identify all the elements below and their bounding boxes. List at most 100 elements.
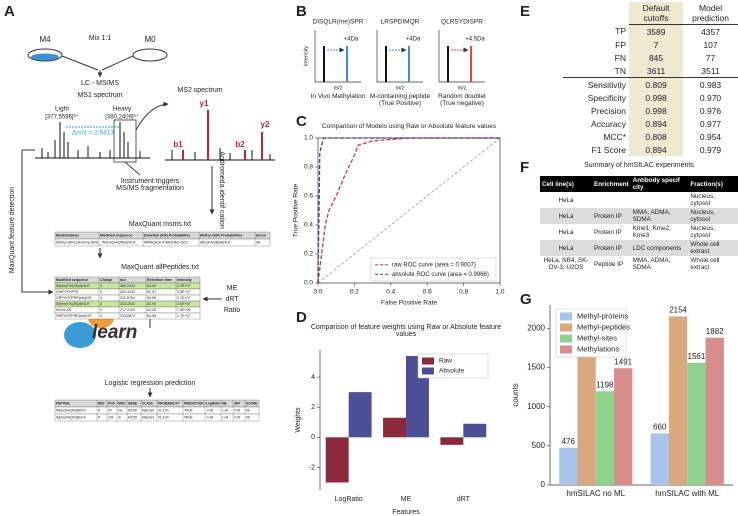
table-row: MCC* 0.808 0.954 [563, 130, 738, 143]
table-cell: di [118, 415, 121, 419]
table-cell: HeLa, NB4, SK-OV-3, U2OS [543, 257, 589, 271]
table-cell: 64.58 [147, 296, 156, 300]
table-cell: LDC components [632, 244, 682, 252]
table-row: TP 3589 4357 [563, 24, 738, 38]
y-tick-label: 4 [311, 374, 315, 381]
table-cell: 64.58 [147, 314, 156, 318]
bar [650, 433, 669, 485]
y-tick-label: 1.0 [304, 135, 313, 142]
table-cell: Whole cell extract [690, 257, 720, 271]
table-cell: 4 [100, 296, 102, 300]
table-cell: Protein IP [594, 244, 622, 252]
table-cell: 62.91 [147, 290, 156, 294]
table-cell: Methyl (KR),Dimethyl (KR) [56, 240, 98, 244]
andromeda-label: Andromeda identif cation [218, 151, 225, 229]
peak-label: Light [55, 106, 69, 113]
table-cell: 63.99 [147, 284, 156, 288]
bar [383, 417, 406, 438]
table-cell: TRUE [184, 408, 193, 412]
table-row [54, 312, 201, 320]
table-row: Default cutoffs Model prediction [563, 2, 738, 25]
table-row: Sensitivity 0.809 0.983 [563, 77, 738, 91]
legend-label: Methyl-sites [577, 333, 617, 342]
table-cell: Charge [100, 278, 112, 282]
x-tick-label: 0.6 [423, 289, 432, 296]
mix-label: Mix 1:1 [89, 35, 112, 42]
table-cell: 91.31% [158, 415, 169, 419]
x-axis-label: m/z [334, 85, 343, 91]
table-cell: 2.6E+07 [177, 302, 191, 306]
x-tick-label: dRT [457, 496, 471, 503]
x-axis-label: False Positive Rate [381, 300, 437, 307]
table-cell: Modified sequence [100, 233, 132, 237]
selection-box [113, 119, 137, 163]
table-cell: Nucleus, cytosol [690, 225, 715, 239]
table-cell: 0.983 [699, 79, 722, 90]
table-cell [631, 192, 689, 208]
legend-label: Raw [439, 358, 452, 365]
table-cell: Precision [591, 105, 627, 116]
peak-label: [380.2409]³⁺ [105, 114, 139, 121]
caption: Random doublet (True negative) [438, 93, 486, 107]
table-cell: 0.809 [629, 77, 684, 91]
table-cell: 315.2023 [120, 302, 135, 306]
table-cell: R [98, 408, 101, 412]
ms1-spectrum [35, 122, 150, 159]
table-cell: Kme1, Kme2, Kme3 [632, 225, 671, 239]
bar [577, 350, 596, 485]
x-axis-label: m/z [458, 85, 467, 91]
chart-title: Comparison of feature weights using Raw … [310, 324, 502, 338]
file-label: MaxQuant allPeptides.txt [121, 264, 199, 271]
table-cell: 845 [629, 51, 684, 64]
mini-axes [314, 30, 361, 83]
peak-label: Heavy [113, 106, 132, 113]
shift-label: +4Da [406, 37, 421, 43]
table-cell: HeLa [558, 196, 574, 204]
table-row: F1 Score 0.894 0.979 [563, 143, 738, 156]
legend-label: Absolute [439, 368, 465, 375]
legend-label: Methyl-proteins [577, 311, 629, 320]
table-cell: 3 [100, 290, 102, 294]
table-cell: TRUE [184, 415, 193, 419]
table-cell: MMA, ADMA, SDMA [632, 209, 671, 223]
table-cell: 2.2E+07 [177, 284, 191, 288]
panel-label: F [520, 159, 529, 176]
bar [614, 368, 633, 485]
table-row: HeLa Protein IP LDC components Whole cell e… [540, 240, 738, 256]
step-label: MS1 spectrum [77, 92, 122, 99]
table-cell: 0.894 [629, 117, 684, 130]
table-cell: MMA, ADMA, SDMA [632, 257, 671, 271]
y-axis-label: Intensity [303, 46, 309, 67]
table-cell: Matched [142, 415, 154, 419]
y-tick-label: 2 [311, 404, 315, 411]
metrics-table: Default cutoffs Model prediction TP 3589 435… [563, 2, 738, 156]
table-header: Enrichment [594, 180, 629, 188]
table-cell: EIF5D [128, 415, 138, 419]
table-cell: SCORE [246, 401, 257, 405]
feature-label: ME [227, 285, 238, 292]
table-cell: Intensity [177, 278, 192, 282]
logo-shape [64, 322, 96, 348]
table-row: Accuracy 0.894 0.977 [563, 117, 738, 130]
legend-swatch [560, 323, 572, 332]
table-cell: Specificity [587, 92, 627, 103]
y-axis-label: Weights [295, 407, 302, 433]
table-header: Antibody specif city [632, 177, 680, 191]
delta-label: Δm/z = 2.6813 [72, 130, 114, 137]
table-cell: 99 [108, 408, 112, 412]
table-cell: 0.977 [699, 118, 722, 129]
table-row: HeLa, NB4, SK-OV-3, U2OS Peptide IP MMA, A… [540, 256, 738, 272]
table-cell: IM(me)FAQR(di)NLR [56, 408, 86, 412]
table-cell: Sensitivity [587, 79, 627, 90]
bar [463, 423, 487, 438]
table-cell: MOD [118, 401, 126, 405]
table-cell: FP [615, 39, 627, 50]
data-label: 2154 [669, 306, 687, 315]
legend-label: Methyl-peptides [577, 322, 630, 331]
table-row [54, 238, 271, 247]
table-cell: Protein IP [594, 228, 622, 236]
legend-box [370, 257, 497, 282]
x-tick-label: hmSILAC no ML [566, 489, 625, 498]
table-row: Specificity 0.998 0.970 [563, 91, 738, 104]
